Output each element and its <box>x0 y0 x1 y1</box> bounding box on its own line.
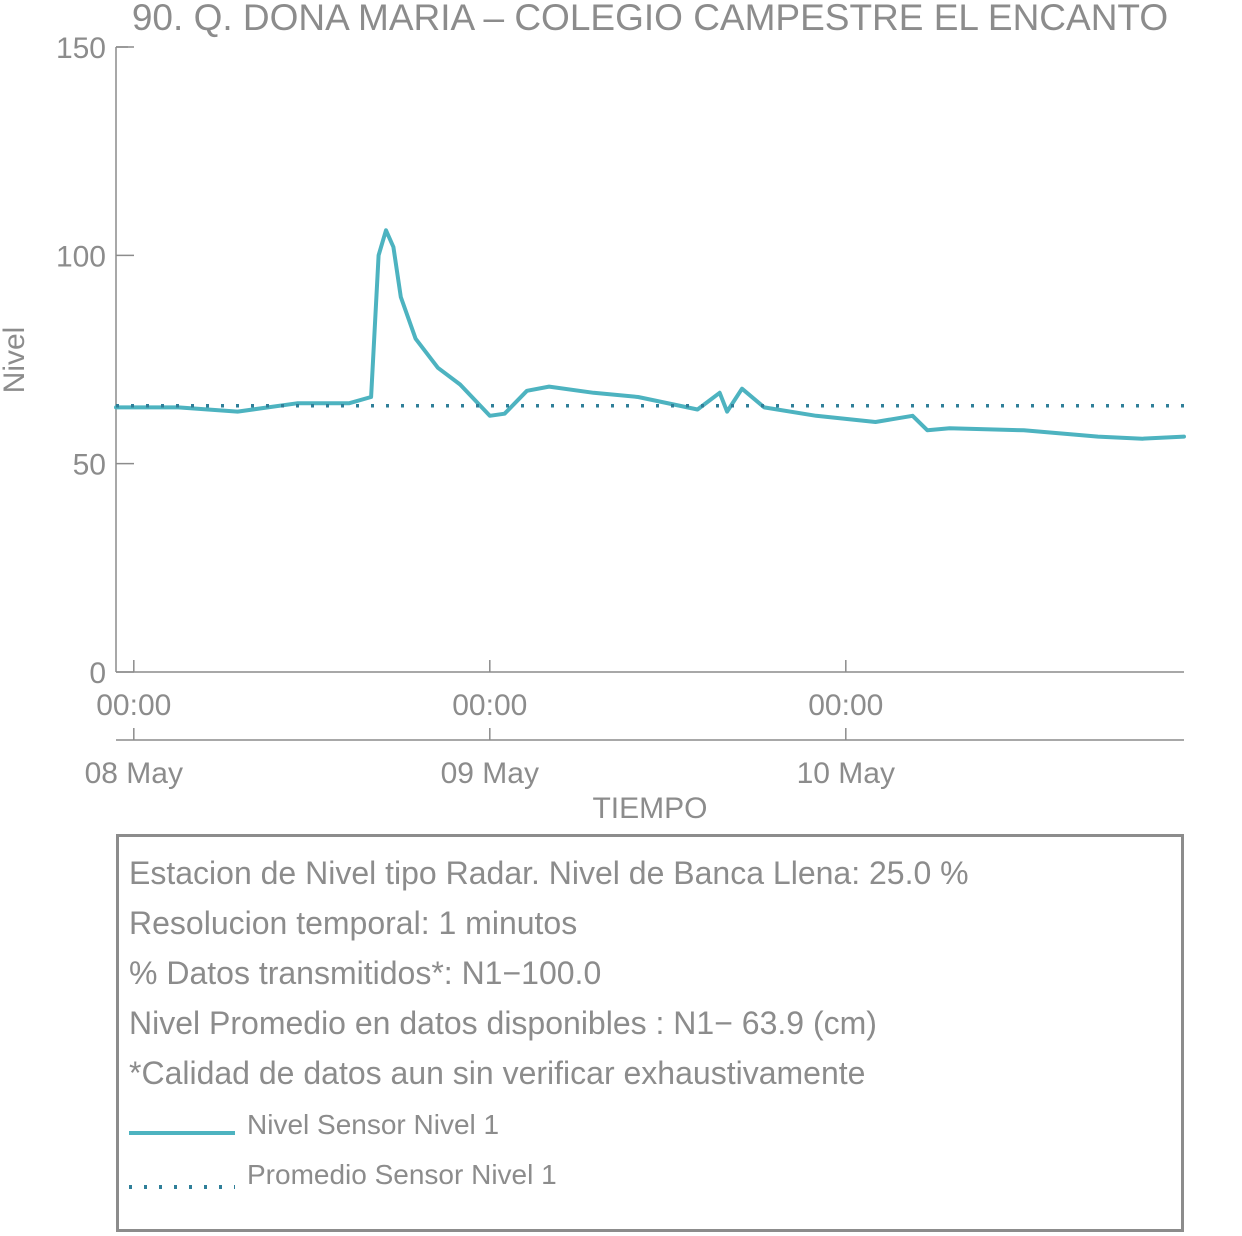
y-axis-label: Nivel <box>0 327 31 394</box>
y-ticks: 0 50 100 150 <box>56 32 134 690</box>
x-date-tick-label: 09 May <box>441 757 539 790</box>
legend-label-nivel: Nivel Sensor Nivel 1 <box>247 1109 500 1140</box>
series-layer <box>114 228 1186 441</box>
chart-title: 90. Q. DONA MARIA – COLEGIO CAMPESTRE EL… <box>132 0 1168 38</box>
info-average-level: Nivel Promedio en datos disponibles : N1… <box>129 1005 877 1041</box>
x-ticks: 00:00 08 May 00:00 09 May 00:00 10 May <box>85 660 895 790</box>
legend-swatch-nivel <box>129 1131 235 1135</box>
legend-swatch-promedio <box>129 1185 235 1189</box>
series-nivel-line <box>114 228 1186 441</box>
x-time-tick-label: 00:00 <box>808 689 883 722</box>
x-date-tick-label: 08 May <box>85 757 183 790</box>
y-tick-label: 150 <box>56 32 106 65</box>
info-resolution: Resolucion temporal: 1 minutos <box>129 905 578 941</box>
legend-label-promedio: Promedio Sensor Nivel 1 <box>247 1159 557 1190</box>
info-box: Estacion de Nivel tipo Radar. Nivel de B… <box>116 834 1184 1232</box>
y-tick-label: 100 <box>56 240 106 273</box>
level-chart: 90. Q. DONA MARIA – COLEGIO CAMPESTRE EL… <box>0 0 1186 825</box>
info-data-transmitted: % Datos transmitidos*: N1−100.0 <box>129 955 602 991</box>
x-date-tick-label: 10 May <box>797 757 895 790</box>
x-axis-label: TIEMPO <box>592 792 707 825</box>
info-station-type: Estacion de Nivel tipo Radar. Nivel de B… <box>129 855 969 891</box>
y-tick-label: 0 <box>89 657 106 690</box>
x-time-tick-label: 00:00 <box>96 689 171 722</box>
y-tick-label: 50 <box>73 449 106 482</box>
info-quality-note: *Calidad de datos aun sin verificar exha… <box>129 1055 866 1091</box>
x-time-tick-label: 00:00 <box>452 689 527 722</box>
